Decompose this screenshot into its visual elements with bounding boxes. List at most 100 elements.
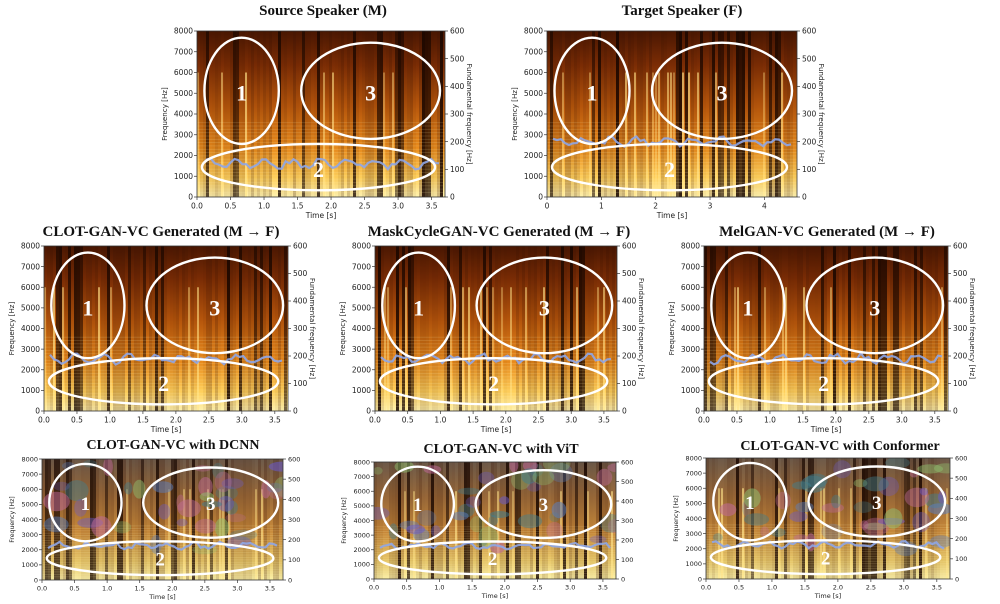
x-tick-label: 0.5	[69, 585, 79, 593]
region-ellipse-2	[550, 142, 789, 192]
x-tick-label: 3.5	[932, 584, 942, 592]
y2-tick-label: 0	[288, 576, 292, 584]
region-ellipse-2	[378, 356, 609, 406]
spectrogram-image	[197, 31, 445, 197]
y-axis-label: Frequency [Hz]	[667, 301, 676, 355]
y-tick-label: 1000	[21, 386, 40, 395]
y-tick-label: 1000	[174, 172, 193, 181]
f0-contour	[202, 157, 440, 171]
panel-title: CLOT-GAN-VC Generated (M → F)	[43, 224, 280, 240]
region-label-1: 1	[236, 81, 247, 106]
y2-tick-label: 0	[621, 575, 625, 583]
y2-tick-label: 400	[953, 297, 968, 306]
y2-tick-label: 300	[293, 324, 308, 333]
region-label-3: 3	[872, 493, 882, 514]
region-label-1: 1	[413, 495, 423, 516]
y2-tick-label: 500	[622, 269, 637, 278]
y-tick-label: 8000	[21, 455, 38, 463]
y-tick-label: 1000	[524, 172, 543, 181]
y2-tick-label: 600	[953, 242, 968, 251]
x-tick-label: 0	[545, 202, 550, 211]
y2-tick-label: 500	[953, 269, 968, 278]
y-tick-label: 2000	[174, 151, 193, 160]
region-ellipse-1	[48, 462, 123, 543]
y-tick-label: 1000	[21, 561, 38, 569]
x-tick-label: 2.5	[863, 416, 875, 425]
y2-tick-label: 0	[955, 575, 959, 583]
panel-title: CLOT-GAN-VC with DCNN	[87, 438, 260, 453]
region-label-3: 3	[539, 495, 549, 516]
y-tick-label: 8000	[685, 454, 702, 462]
x-axis-label: Time [s]	[481, 592, 508, 600]
y2-tick-label: 500	[955, 474, 967, 482]
x-tick-label: 2.0	[833, 584, 843, 592]
y2-tick-label: 300	[450, 110, 465, 119]
y2-tick-label: 0	[450, 193, 455, 202]
y-tick-label: 4000	[21, 516, 38, 524]
x-tick-label: 0.0	[191, 202, 203, 211]
y2-tick-label: 300	[622, 324, 637, 333]
y-tick-label: 6000	[174, 68, 193, 77]
region-ellipse-3	[145, 256, 285, 355]
y2-tick-label: 600	[622, 242, 637, 251]
y2-tick-label: 200	[621, 536, 633, 544]
x-tick-label: 1.5	[467, 416, 479, 425]
region-label-1: 1	[82, 295, 93, 320]
panel-title: CLOT-GAN-VC with ViT	[423, 442, 579, 457]
x-tick-label: 0.5	[402, 584, 412, 592]
region-ellipse-1	[381, 251, 457, 360]
y2-tick-label: 200	[955, 535, 967, 543]
y-tick-label: 8000	[681, 242, 700, 251]
x-tick-label: 0.0	[701, 584, 711, 592]
y2-tick-label: 400	[622, 297, 637, 306]
y-tick-label: 5000	[21, 304, 40, 313]
y-tick-label: 3000	[21, 345, 40, 354]
x-tick-label: 3.0	[565, 584, 575, 592]
y-tick-label: 0	[34, 576, 38, 584]
x-axis-label: Time [s]	[148, 593, 175, 601]
x-axis-label: Time [s]	[305, 211, 337, 220]
y-tick-label: 8000	[352, 242, 371, 251]
x-tick-label: 2.0	[167, 585, 177, 593]
y-tick-label: 8000	[353, 458, 370, 466]
y2-tick-label: 400	[288, 496, 300, 504]
region-label-1: 1	[745, 493, 755, 514]
x-tick-label: 1.0	[434, 584, 444, 592]
y-axis-label: Frequency [Hz]	[9, 496, 16, 542]
y2-tick-label: 500	[450, 54, 465, 63]
y-tick-label: 3000	[21, 531, 38, 539]
x-tick-label: 0.0	[37, 585, 47, 593]
y2-tick-label: 200	[622, 352, 637, 361]
x-axis-label: Time [s]	[810, 425, 842, 434]
y-tick-label: 2000	[524, 151, 543, 160]
x-tick-label: 3.0	[565, 416, 577, 425]
region-ellipse-1	[203, 36, 281, 146]
y-tick-label: 6000	[524, 68, 543, 77]
y-tick-label: 7000	[685, 469, 702, 477]
region-ellipse-2	[377, 540, 608, 576]
x-tick-label: 1.0	[102, 585, 112, 593]
y2-axis-label: Fundamental frequency [Hz]	[308, 278, 317, 380]
y-tick-label: 7000	[21, 262, 40, 271]
panel-title: Source Speaker (M)	[259, 3, 387, 19]
y2-axis-label: Fundamental frequency [Hz]	[968, 278, 977, 380]
x-tick-label: 1.0	[767, 584, 777, 592]
spectrogram-image	[704, 246, 948, 411]
region-label-3: 3	[365, 81, 376, 106]
y-tick-label: 0	[366, 575, 370, 583]
region-label-1: 1	[413, 295, 424, 320]
region-label-2: 2	[821, 549, 831, 570]
y-tick-label: 1000	[681, 386, 700, 395]
y2-axis-label: Fundamental frequency [Hz]	[465, 63, 474, 165]
x-tick-label: 0.0	[698, 416, 710, 425]
panel-title: MelGAN-VC Generated (M → F)	[719, 224, 935, 240]
y-tick-label: 7000	[174, 47, 193, 56]
x-tick-label: 3.5	[265, 585, 275, 593]
x-axis-label: Time [s]	[480, 425, 512, 434]
x-tick-label: 2	[653, 202, 658, 211]
x-tick-label: 2.5	[203, 416, 215, 425]
y2-tick-label: 600	[293, 242, 308, 251]
y-tick-label: 4000	[681, 324, 700, 333]
y2-tick-label: 300	[802, 110, 817, 119]
y-tick-label: 7000	[352, 262, 371, 271]
